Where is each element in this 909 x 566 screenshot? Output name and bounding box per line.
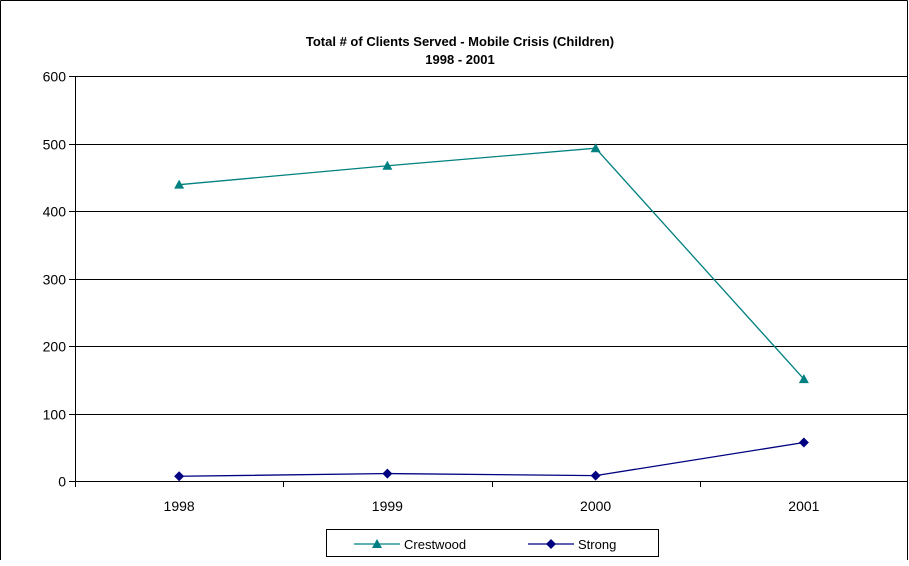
strong-data-point (590, 470, 601, 481)
strong-data-point (798, 437, 809, 448)
y-tick-label: 400 (43, 204, 67, 220)
axes: 0 100 200 300 400 500 600 1998 1999 2000 2001 (43, 69, 909, 514)
strong-data-point (174, 471, 185, 482)
legend: Crestwood Strong (326, 529, 659, 557)
y-tick-label: 600 (43, 69, 67, 85)
x-tick-label: 1998 (164, 498, 195, 514)
legend-crestwood-marker (372, 539, 382, 548)
crestwood-data-point (798, 374, 809, 384)
crestwood-series-line (179, 147, 805, 380)
crestwood-data-point (174, 179, 185, 189)
x-tick-label: 2001 (788, 498, 819, 514)
series (174, 143, 809, 482)
y-tick-label: 100 (43, 407, 67, 423)
legend-box (326, 529, 659, 557)
y-tick-label: 0 (58, 474, 66, 490)
legend-strong-marker (546, 539, 556, 549)
x-tick-label: 2000 (580, 498, 611, 514)
crestwood-data-point (590, 143, 601, 153)
y-tick-label: 500 (43, 137, 67, 153)
strong-data-point (382, 468, 393, 479)
crestwood-data-point (382, 160, 393, 170)
legend-strong-label: Strong (578, 537, 616, 552)
chart-title: Total # of Clients Served - Mobile Crisi… (306, 34, 614, 49)
y-tick-label: 200 (43, 339, 67, 355)
strong-series-line (179, 441, 804, 477)
legend-crestwood-label: Crestwood (404, 537, 466, 552)
gridlines (75, 76, 908, 415)
y-tick-label: 300 (43, 272, 67, 288)
x-tick-label: 1999 (372, 498, 403, 514)
chart-subtitle: 1998 - 2001 (425, 52, 494, 67)
